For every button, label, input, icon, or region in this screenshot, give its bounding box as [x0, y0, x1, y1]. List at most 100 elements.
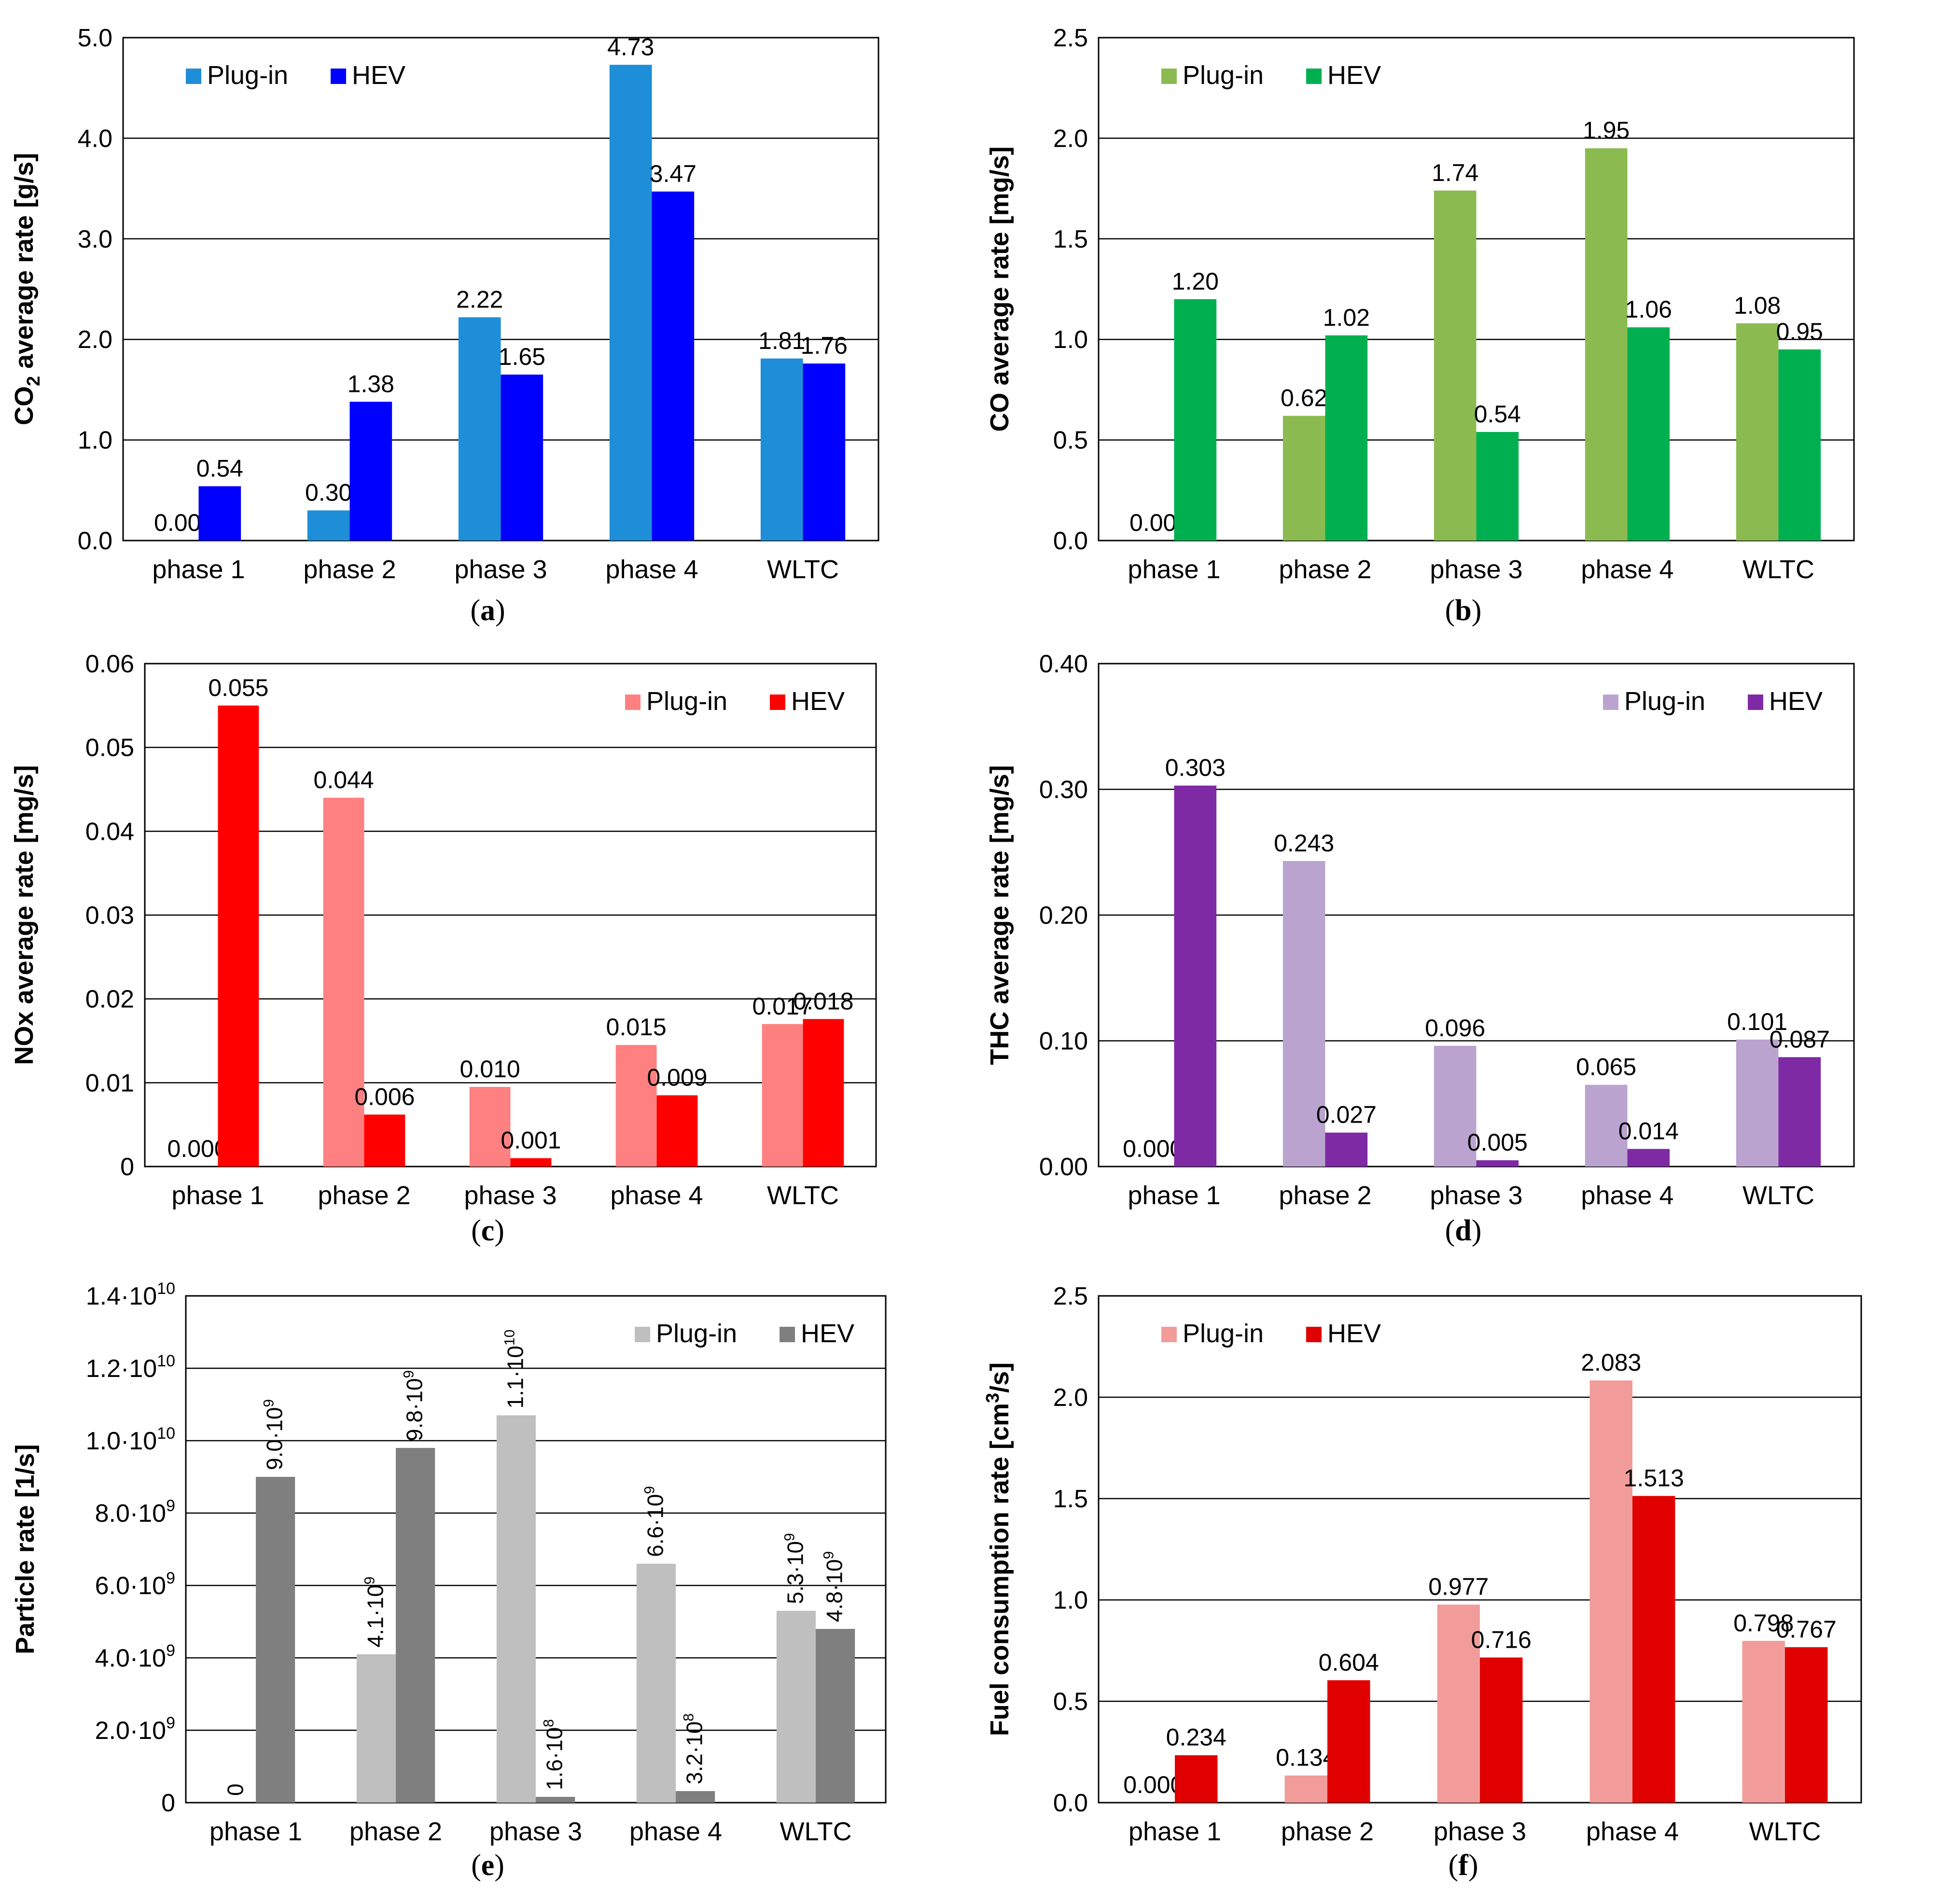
- x-tick-label: phase 2: [318, 1181, 410, 1210]
- chart-svg-c: 0 0.01 0.02 0.03 0.04 0.05 0.06 NOx average rat…: [10, 650, 877, 1210]
- y-tick-label: 0.00: [1039, 1153, 1088, 1181]
- data-label: 1.76: [801, 332, 848, 359]
- x-tick-label: phase 1: [1129, 1817, 1221, 1846]
- data-label: 4.1·109: [362, 1576, 388, 1647]
- data-label: 0.010: [460, 1056, 520, 1083]
- data-label: 0.243: [1274, 830, 1334, 857]
- chart-panel-c: 0 0.01 0.02 0.03 0.04 0.05 0.06 NOx average rat…: [0, 635, 976, 1269]
- bar-hev-0: [1174, 299, 1217, 541]
- y-tick-label: 1.5: [1053, 225, 1088, 253]
- y-tick-label: 1.0: [1053, 326, 1088, 354]
- y-tick-label: 5.0: [78, 24, 112, 52]
- x-tick-label: phase 2: [303, 555, 396, 584]
- bar-hev-1: [1325, 335, 1368, 541]
- data-label: 0.014: [1618, 1118, 1679, 1145]
- bar-plug-in-3: [1589, 1380, 1632, 1803]
- bar-plug-in-2: [496, 1415, 536, 1803]
- legend-label-plug-in: Plug-in: [656, 1319, 737, 1348]
- bar-plug-in-3: [609, 65, 652, 541]
- legend-label-hev: HEV: [801, 1319, 854, 1348]
- bar-hev-3: [652, 191, 695, 541]
- bar-hev-1: [396, 1448, 435, 1803]
- data-label: 4.73: [607, 33, 654, 60]
- bar-hev-1: [364, 1114, 405, 1167]
- x-tick-label: phase 1: [1128, 555, 1220, 584]
- y-tick-label: 0.04: [85, 818, 134, 846]
- bar-plug-in-2: [1434, 1045, 1477, 1167]
- y-tick-label: 0.06: [85, 650, 134, 678]
- x-tick-label: WLTC: [1742, 1181, 1814, 1210]
- legend-swatch-plug-in: [186, 69, 201, 84]
- bar-plug-in-1: [356, 1654, 396, 1803]
- data-label: 1.1·1010: [502, 1330, 528, 1409]
- legend-label-plug-in: Plug-in: [207, 61, 288, 90]
- data-label: 0.001: [501, 1127, 561, 1154]
- y-tick-label: 4.0·109: [95, 1641, 175, 1672]
- y-axis-label: Fuel consumption rate [cm3/s]: [983, 1362, 1014, 1736]
- y-tick-label: 0.30: [1039, 776, 1088, 804]
- x-tick-label: phase 1: [152, 555, 245, 584]
- y-tick-label: 0.05: [85, 734, 134, 762]
- bar-hev-3: [656, 1095, 698, 1167]
- data-label: 9.8·109: [401, 1370, 427, 1441]
- y-axis-label: CO average rate [mg/s]: [985, 146, 1014, 431]
- bar-hev-4: [1785, 1647, 1828, 1803]
- bar-hev-2: [1480, 1657, 1523, 1803]
- data-label: 0.101: [1727, 1008, 1787, 1035]
- data-label: 1.74: [1432, 159, 1478, 186]
- bar-plug-in-3: [636, 1564, 676, 1803]
- data-label: 0.767: [1776, 1616, 1837, 1643]
- bar-hev-0: [1174, 785, 1217, 1167]
- data-label: 1.06: [1625, 296, 1672, 323]
- data-label: 1.65: [499, 343, 545, 370]
- caption-c: (c): [471, 1214, 504, 1247]
- bar-hev-4: [803, 363, 846, 541]
- y-tick-label: 2.0: [78, 326, 112, 354]
- data-label: 1.20: [1172, 268, 1219, 295]
- data-label: 0.54: [1474, 401, 1521, 428]
- bar-plug-in-3: [1585, 148, 1628, 541]
- data-label: 0.096: [1425, 1015, 1485, 1042]
- data-label: 0.005: [1467, 1129, 1528, 1156]
- y-tick-label: 2.5: [1053, 24, 1088, 52]
- chart-panel-b: 0.0 0.5 1.0 1.5 2.0 2.5 CO average rate [mg/s]…: [976, 0, 1951, 635]
- x-tick-label: WLTC: [1742, 555, 1814, 584]
- y-tick-label: 1.0: [78, 427, 112, 455]
- bar-hev-4: [1778, 1057, 1821, 1167]
- y-tick-label: 0.03: [85, 902, 134, 930]
- legend-swatch-hev: [1306, 69, 1322, 84]
- bar-hev-1: [1325, 1132, 1368, 1167]
- bar-plug-in-2: [1437, 1604, 1480, 1803]
- y-tick-label: 0.20: [1039, 902, 1088, 930]
- data-label: 9.0·109: [261, 1399, 287, 1470]
- chart-panel-e: 0 2.0·109 4.0·109 6.0·109 8.0·109 1.0·1010 1.2…: [0, 1269, 976, 1904]
- bar-plug-in-1: [1284, 1775, 1327, 1803]
- legend-swatch-plug-in: [625, 695, 641, 710]
- bar-hev-0: [256, 1477, 295, 1803]
- y-tick-label: 1.0·1010: [86, 1424, 175, 1455]
- y-tick-label: 0.02: [85, 986, 134, 1014]
- y-tick-label: 0.0: [1053, 527, 1088, 555]
- bar-plug-in-4: [760, 358, 803, 541]
- data-label: 0.017: [753, 993, 813, 1020]
- bar-plug-in-1: [1282, 861, 1325, 1167]
- data-label: 1.81: [758, 327, 805, 354]
- bar-hev-2: [510, 1158, 552, 1167]
- x-tick-label: phase 4: [1581, 1181, 1673, 1210]
- x-tick-label: phase 4: [1581, 555, 1673, 584]
- x-tick-label: phase 2: [349, 1817, 442, 1846]
- data-label: 5.3·109: [781, 1533, 808, 1604]
- x-tick-label: phase 3: [1430, 555, 1522, 584]
- data-label: 0.000: [1123, 1135, 1183, 1162]
- x-tick-label: phase 4: [605, 555, 698, 584]
- x-tick-label: WLTC: [767, 555, 839, 584]
- chart-panel-d: 0.00 0.10 0.20 0.30 0.40 THC average rate [mg…: [976, 635, 1951, 1269]
- bar-hev-1: [349, 402, 392, 541]
- chart-svg-b: 0.0 0.5 1.0 1.5 2.0 2.5 CO average rate [mg/s]…: [985, 24, 1855, 584]
- y-axis-label: THC average rate [mg/s]: [985, 765, 1014, 1065]
- data-label: 1.6·108: [541, 1719, 567, 1790]
- data-label: 0.30: [305, 479, 352, 506]
- x-tick-label: phase 2: [1279, 1181, 1371, 1210]
- bar-hev-2: [501, 375, 543, 541]
- data-label: 0.798: [1733, 1610, 1794, 1637]
